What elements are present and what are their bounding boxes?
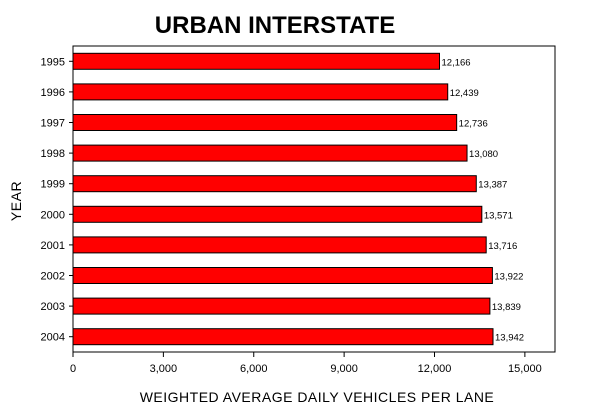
- bars-group: 12,166 12,439 12,736 13,080 13,387 13,571 13,7…: [72, 52, 524, 346]
- y-tick-label-2004: 2004: [41, 332, 65, 344]
- data-label-1996: 12,439: [450, 88, 479, 99]
- data-label-1998: 13,080: [469, 149, 498, 160]
- plot-area-frame: [72, 45, 556, 353]
- bar-1999: [72, 175, 477, 193]
- y-tick-label-2001: 2001: [41, 240, 65, 252]
- y-tick-label-1998: 1998: [41, 148, 65, 160]
- y-tick-label-2002: 2002: [41, 271, 65, 283]
- x-tick-label-15000: 15,000: [508, 363, 542, 375]
- bar-2002: [72, 267, 493, 284]
- x-tick-label-3000: 3,000: [150, 363, 178, 375]
- data-label-1995: 12,166: [442, 57, 471, 68]
- data-label-1999: 13,387: [478, 180, 507, 191]
- bar-2004: [72, 328, 494, 346]
- data-label-2000: 13,571: [484, 210, 513, 221]
- bar-2001: [72, 236, 487, 254]
- x-tick-label-9000: 9,000: [330, 363, 358, 375]
- y-tick-label-1995: 1995: [41, 56, 65, 68]
- x-tick-label-0: 0: [70, 363, 76, 375]
- y-tick-label-1996: 1996: [41, 87, 65, 99]
- data-label-2002: 13,922: [494, 272, 523, 283]
- y-axis-title: YEAR: [8, 181, 24, 221]
- y-tick-label-1999: 1999: [41, 179, 65, 191]
- bar-2000: [72, 205, 483, 223]
- x-axis: 0 3,000 6,000 9,000 12,000 15,000: [70, 352, 542, 375]
- y-tick-label-1997: 1997: [41, 118, 65, 130]
- x-axis-title: WEIGHTED AVERAGE DAILY VEHICLES PER LANE: [140, 389, 495, 405]
- bar-1996: [72, 83, 449, 101]
- data-label-2004: 13,942: [495, 333, 524, 344]
- data-label-2001: 13,716: [488, 241, 517, 252]
- bar-2003: [72, 297, 491, 315]
- y-tick-label-2003: 2003: [41, 301, 65, 313]
- chart-title: URBAN INTERSTATE: [155, 12, 395, 39]
- bar-1998: [72, 144, 468, 162]
- data-label-1997: 12,736: [459, 119, 488, 130]
- data-label-2003: 13,839: [492, 302, 521, 313]
- x-tick-label-12000: 12,000: [418, 363, 452, 375]
- x-tick-label-6000: 6,000: [240, 363, 268, 375]
- y-axis: 1995 1996 1997 1998 1999 2000 2001 2002 2003 2004: [41, 56, 73, 344]
- bar-1997: [72, 114, 458, 131]
- y-tick-label-2000: 2000: [41, 209, 65, 221]
- bar-1995: [72, 52, 441, 70]
